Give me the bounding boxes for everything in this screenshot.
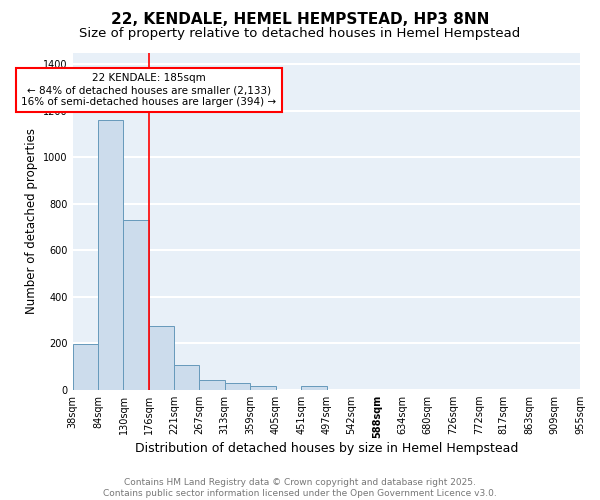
Text: 22, KENDALE, HEMEL HEMPSTEAD, HP3 8NN: 22, KENDALE, HEMEL HEMPSTEAD, HP3 8NN (111, 12, 489, 28)
Y-axis label: Number of detached properties: Number of detached properties (25, 128, 38, 314)
Bar (225, 383, 250, 390)
Bar (98, 120, 124, 390)
Bar (124, 220, 149, 390)
Text: Contains HM Land Registry data © Crown copyright and database right 2025.
Contai: Contains HM Land Registry data © Crown c… (103, 478, 497, 498)
Bar (250, 386, 275, 390)
Bar (301, 386, 326, 390)
Bar (149, 326, 174, 390)
Text: 22 KENDALE: 185sqm
← 84% of detached houses are smaller (2,133)
16% of semi-deta: 22 KENDALE: 185sqm ← 84% of detached hou… (22, 74, 277, 106)
Bar (199, 380, 225, 390)
Bar (174, 366, 199, 390)
X-axis label: Distribution of detached houses by size in Hemel Hempstead: Distribution of detached houses by size … (134, 442, 518, 455)
Text: Size of property relative to detached houses in Hemel Hempstead: Size of property relative to detached ho… (79, 28, 521, 40)
Bar (73, 344, 98, 390)
